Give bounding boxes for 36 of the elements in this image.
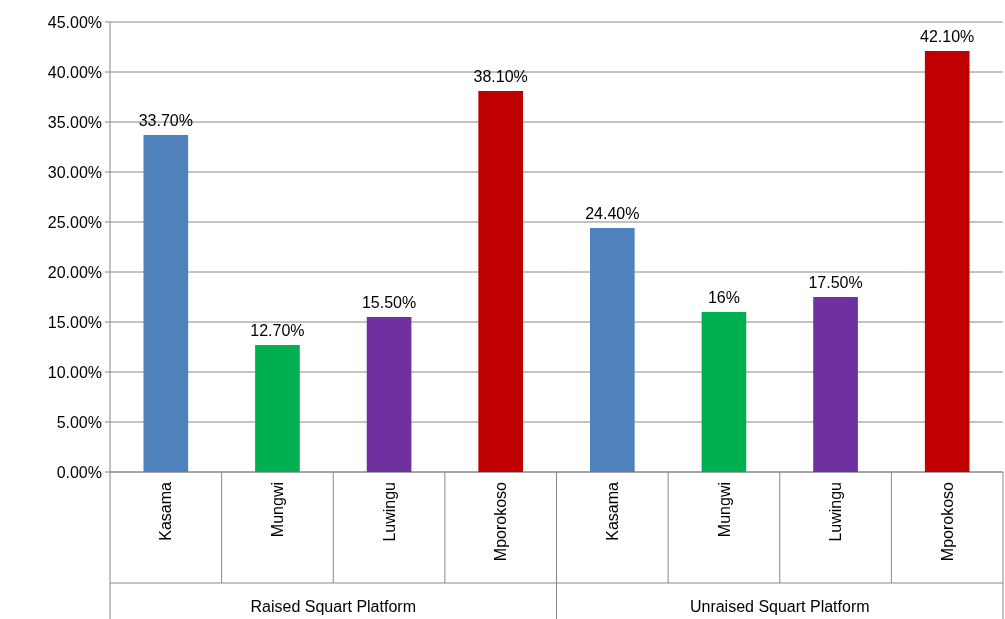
y-tick-label: 40.00% (47, 63, 102, 81)
x-tick-label: Mporokoso (938, 481, 956, 562)
x-tick-label: Mungwi (269, 482, 287, 538)
x-tick-label: Kasama (157, 481, 175, 541)
x-tick-label: Luwingu (827, 482, 845, 542)
y-tick-label: 35.00% (47, 113, 102, 131)
data-label: 33.70% (138, 112, 193, 129)
bar (478, 91, 524, 472)
y-tick-label: 10.00% (47, 363, 102, 381)
y-tick-label: 15.00% (47, 313, 102, 331)
y-tick-label: 20.00% (47, 263, 102, 281)
bar (813, 297, 858, 472)
y-tick-label: 30.00% (47, 163, 102, 181)
y-tick-label: 45.00% (47, 13, 102, 31)
text: Raised Squart Platform (250, 598, 416, 615)
data-label: 12.70% (250, 322, 305, 339)
bar (366, 317, 412, 472)
bar (255, 345, 300, 472)
data-label: 38.10% (473, 68, 528, 85)
text: Unraised Squart Platform (689, 598, 870, 615)
x-tick-label: Luwingu (380, 482, 398, 542)
bar (924, 51, 970, 472)
bar (701, 312, 747, 472)
x-tick-label: Mungwi (715, 482, 733, 538)
bar (143, 135, 189, 472)
y-tick-label: 5.00% (56, 413, 102, 431)
data-label: 24.40% (585, 205, 640, 222)
data-label: 16% (707, 289, 740, 306)
x-tick-label: Mporokoso (492, 481, 510, 562)
y-tick-label: 0.00% (56, 463, 102, 481)
bar (589, 228, 635, 472)
y-tick-label: 25.00% (47, 213, 102, 231)
x-tick-label: Kasama (603, 481, 621, 541)
data-label: 17.50% (808, 274, 863, 291)
data-label: 42.10% (920, 28, 975, 45)
data-label: 15.50% (361, 294, 417, 311)
